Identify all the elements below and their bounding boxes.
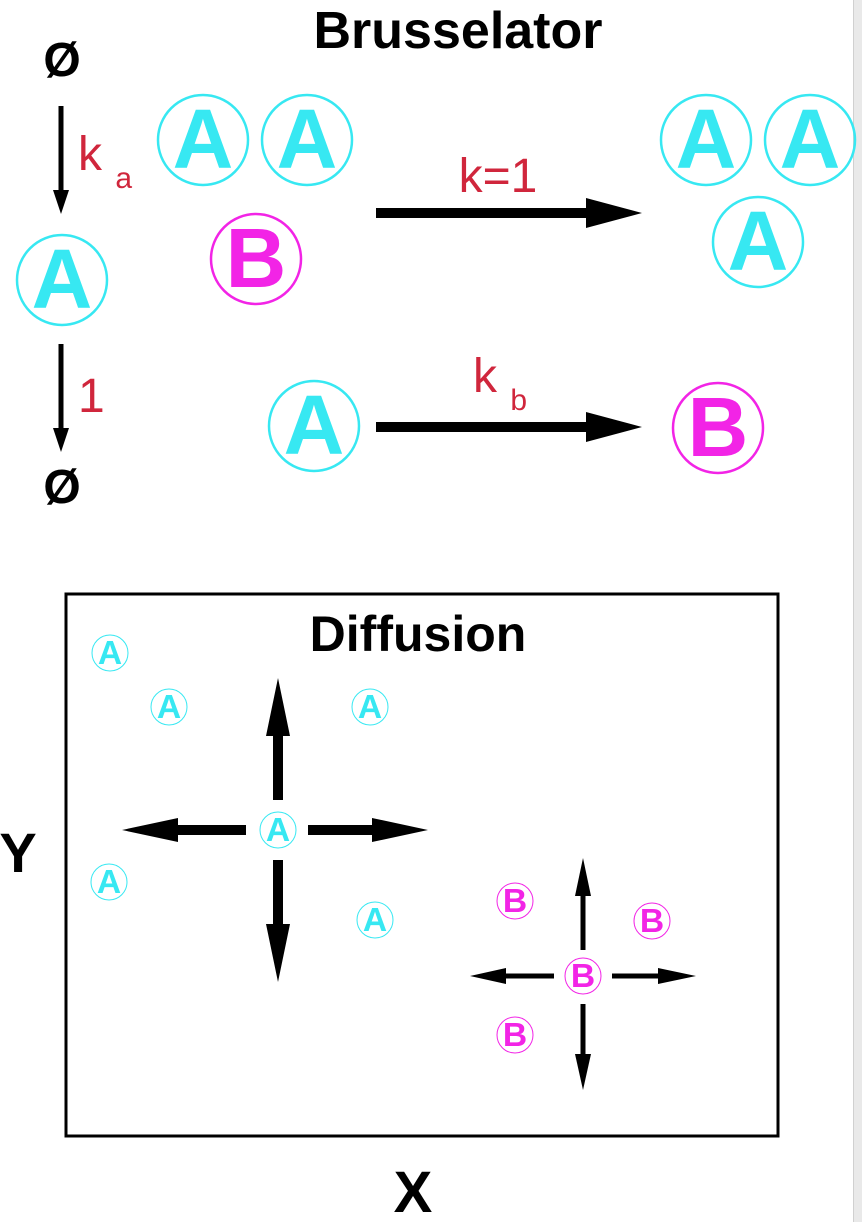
product-a-molecule [711,192,805,290]
conversion-reaction: k b [267,350,765,476]
null-sink-symbol: Ø [43,461,80,514]
creation-arrow [53,106,69,214]
small-a-molecule [356,901,394,940]
diffusing-a-molecule [259,811,297,850]
autocatalytic-rate-label: k=1 [459,150,538,203]
creation-rate-sub: a [115,162,132,195]
creation-rate-main: k [78,128,103,181]
small-b-molecule [496,1016,534,1055]
small-b-molecule [496,882,534,921]
small-a-molecule [351,688,389,727]
window-edge [853,0,862,1222]
reactant-a-molecule [267,376,361,474]
autocatalytic-arrow [376,198,642,228]
y-axis-label: Y [0,821,37,884]
creation-rate-label: k a [78,128,132,195]
conversion-rate-sub: b [510,384,527,417]
decay-arrow [53,344,69,452]
small-a-molecule [90,863,128,902]
x-axis-label: X [394,1160,433,1222]
conversion-rate-main: k [473,350,498,403]
a-diffusion-arrows [122,678,428,982]
species-a-molecule [15,230,109,328]
creation-reaction: Ø k a [15,34,132,328]
diffusion-title: Diffusion [310,606,527,662]
small-a-molecule [91,634,129,673]
small-a-molecule [150,688,188,727]
reactant-b-molecule [209,209,303,307]
product-a-molecule [763,90,857,188]
conversion-arrow [376,412,642,442]
small-b-molecule [633,902,671,941]
conversion-rate-label: k b [473,350,527,417]
null-source-symbol: Ø [43,34,80,87]
diffusing-b-molecule [564,957,602,996]
reactant-a-molecule [260,90,354,188]
decay-reaction: 1 Ø [43,344,105,514]
product-a-molecule [659,90,753,188]
product-b-molecule [671,378,765,476]
decay-rate-label: 1 [78,370,105,423]
reactant-a-molecule [156,90,250,188]
diffusion-box [64,592,780,1138]
autocatalytic-reaction: k=1 [156,90,857,307]
brusselator-title: Brusselator [314,2,603,60]
b-diffusion-arrows [470,858,696,1090]
diffusion-panel: Diffusion [64,592,780,1138]
